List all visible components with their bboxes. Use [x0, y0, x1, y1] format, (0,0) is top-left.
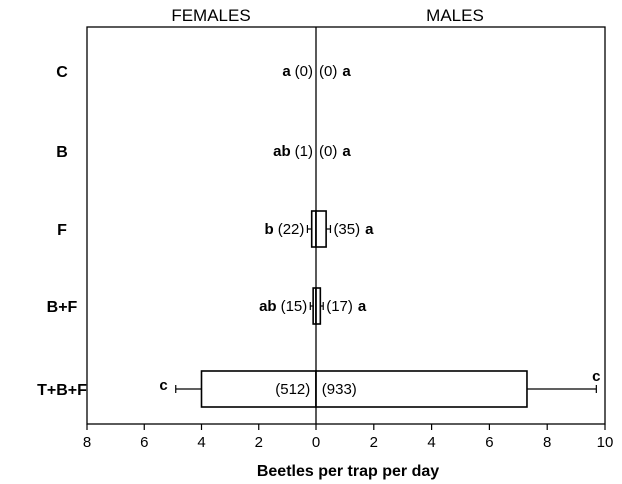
male-letter-label: c — [592, 368, 600, 385]
category-label: F — [57, 222, 67, 239]
male-count-label: (0) — [319, 63, 337, 80]
x-axis: 8 6 4 2 0 2 4 6 8 10 — [83, 424, 614, 451]
female-count-label: (1) — [295, 143, 313, 160]
panel-title-males: MALES — [426, 6, 484, 25]
category-label: B — [56, 144, 68, 161]
category-label: T+B+F — [37, 382, 87, 399]
female-letter-label: a — [282, 63, 291, 80]
male-letter-label: a — [365, 221, 374, 238]
x-tick-label: 2 — [370, 434, 378, 451]
box-marks: (0)a(1)ab(22)b(15)ab(512)c(0) a(0) a(35) a(… — [159, 63, 601, 408]
female-count-label: (15) — [281, 298, 308, 315]
x-tick-label: 2 — [255, 434, 263, 451]
male-count-label: (0) — [319, 143, 337, 160]
male-count-label: (17) — [326, 298, 353, 315]
x-tick-label: 6 — [140, 434, 148, 451]
x-tick-label: 4 — [427, 434, 435, 451]
plot-frame — [86, 26, 606, 425]
male-count-label: (35) — [333, 221, 360, 238]
category-label: B+F — [47, 299, 78, 316]
male-box — [315, 287, 322, 325]
female-box — [200, 370, 317, 408]
male-letter-label: a — [342, 143, 351, 160]
male-letter-label: a — [358, 298, 367, 315]
x-tick-label: 10 — [597, 434, 614, 451]
female-letter-label: ab — [273, 143, 291, 160]
x-tick-label: 6 — [485, 434, 493, 451]
panel-titles: FEMALES MALES — [171, 6, 484, 25]
male-box — [315, 210, 327, 248]
female-count-label: (0) — [295, 63, 313, 80]
female-letter-label: b — [265, 221, 274, 238]
panel-title-females: FEMALES — [171, 6, 250, 25]
x-tick-label: 0 — [312, 434, 320, 451]
male-box — [315, 370, 528, 408]
x-tick-label: 4 — [197, 434, 205, 451]
female-letter-label: ab — [259, 298, 277, 315]
female-letter-label: c — [159, 377, 167, 394]
male-count-label: (933) — [322, 381, 357, 398]
x-tick-label: 8 — [83, 434, 91, 451]
category-label: C — [56, 64, 68, 81]
category-labels: C B F B+F T+B+F — [37, 64, 87, 399]
male-letter-label: a — [342, 63, 351, 80]
x-axis-title: Beetles per trap per day — [257, 463, 439, 480]
female-count-label: (512) — [275, 381, 310, 398]
x-tick-label: 8 — [543, 434, 551, 451]
female-count-label: (22) — [278, 221, 305, 238]
